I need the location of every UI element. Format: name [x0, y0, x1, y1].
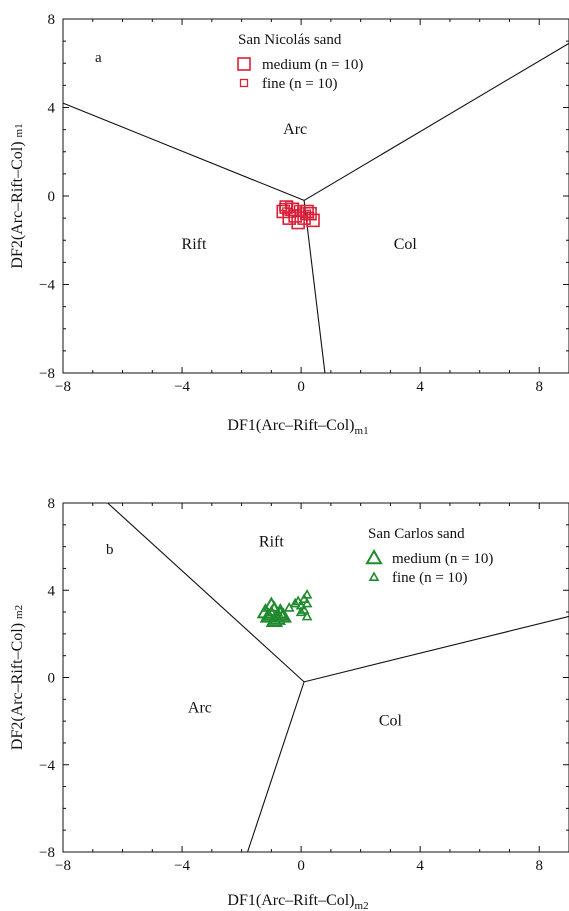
x-tick-label: −8 — [55, 858, 71, 874]
y-tick-label: −4 — [39, 278, 55, 294]
y-tick-label: 0 — [48, 671, 56, 687]
legend-title: San Nicolás sand — [238, 32, 342, 48]
legend-entry: fine (n = 10) — [262, 76, 338, 92]
x-tick-label: −4 — [174, 858, 190, 874]
y-tick-label: −4 — [39, 758, 55, 774]
x-tick-label: 0 — [297, 858, 305, 874]
legend-marker — [368, 571, 380, 582]
data-point — [288, 209, 297, 218]
y-tick-label: −8 — [39, 366, 55, 382]
series-triangle-small — [283, 588, 313, 621]
y-tick-label: 8 — [48, 496, 56, 512]
legend-marker — [239, 78, 249, 88]
x-axis-title: DF1(Arc–Rift–Col)m1 — [227, 417, 368, 437]
y-tick-label: 4 — [48, 583, 56, 599]
data-point — [282, 207, 291, 216]
x-tick-label: 8 — [535, 379, 543, 395]
data-point — [301, 588, 313, 599]
data-point — [293, 205, 303, 214]
region-label-col: Col — [394, 236, 418, 253]
series-triangle-large — [256, 596, 292, 628]
legend-entry: fine (n = 10) — [392, 570, 468, 586]
y-axis-title: DF2(Arc–Rift–Col) m1 — [9, 123, 26, 268]
x-axis-title: DF1(Arc–Rift–Col)m2 — [227, 892, 368, 911]
legend-marker — [365, 548, 383, 565]
region-label-col: Col — [379, 712, 403, 729]
region-label-rift: Rift — [182, 236, 207, 253]
y-tick-label: 8 — [48, 12, 56, 28]
x-tick-label: −8 — [55, 379, 71, 395]
data-point — [301, 597, 313, 608]
x-tick-label: 4 — [416, 379, 424, 395]
region-boundary — [62, 102, 305, 201]
y-tick-label: 0 — [48, 189, 56, 205]
series-square-small — [279, 200, 315, 221]
panel-letter: b — [106, 542, 114, 558]
data-point — [295, 606, 307, 617]
chart-panel-a: −8 −4 0 4 8 8 4 0 −4 −8 Arc Rift Col a San Nicolás san… — [9, 12, 569, 437]
region-boundary — [303, 615, 569, 683]
region-label-arc: Arc — [188, 699, 212, 716]
region-boundary — [247, 681, 305, 853]
region-label-arc: Arc — [283, 121, 307, 138]
legend-title: San Carlos sand — [368, 526, 465, 542]
data-point — [289, 597, 301, 608]
y-axis-title: DF2(Arc–Rift–Col) m2 — [9, 605, 26, 750]
data-point — [292, 595, 304, 606]
y-tick-label: 4 — [48, 101, 56, 117]
region-boundary — [303, 200, 326, 374]
data-point — [271, 603, 290, 619]
y-tick-label: −8 — [39, 845, 55, 861]
panel-letter: a — [95, 50, 102, 66]
data-point — [291, 215, 305, 230]
data-point — [299, 211, 309, 221]
data-point — [305, 211, 315, 221]
legend-marker — [237, 57, 251, 71]
legend-entry: medium (n = 10) — [262, 57, 363, 73]
x-tick-label: 4 — [416, 858, 424, 874]
region-boundary — [303, 42, 569, 201]
region-label-rift: Rift — [259, 534, 284, 551]
data-point — [265, 611, 284, 628]
chart-panel-b: −8 −4 0 4 8 8 4 0 −4 −8 Rift Arc Col b San Carlos sand… — [9, 496, 569, 911]
legend-entry: medium (n = 10) — [392, 551, 493, 567]
data-point — [259, 607, 278, 623]
x-tick-label: −4 — [174, 379, 190, 395]
x-tick-label: 8 — [535, 858, 543, 874]
x-tick-label: 0 — [297, 379, 305, 395]
region-boundary — [107, 502, 305, 683]
